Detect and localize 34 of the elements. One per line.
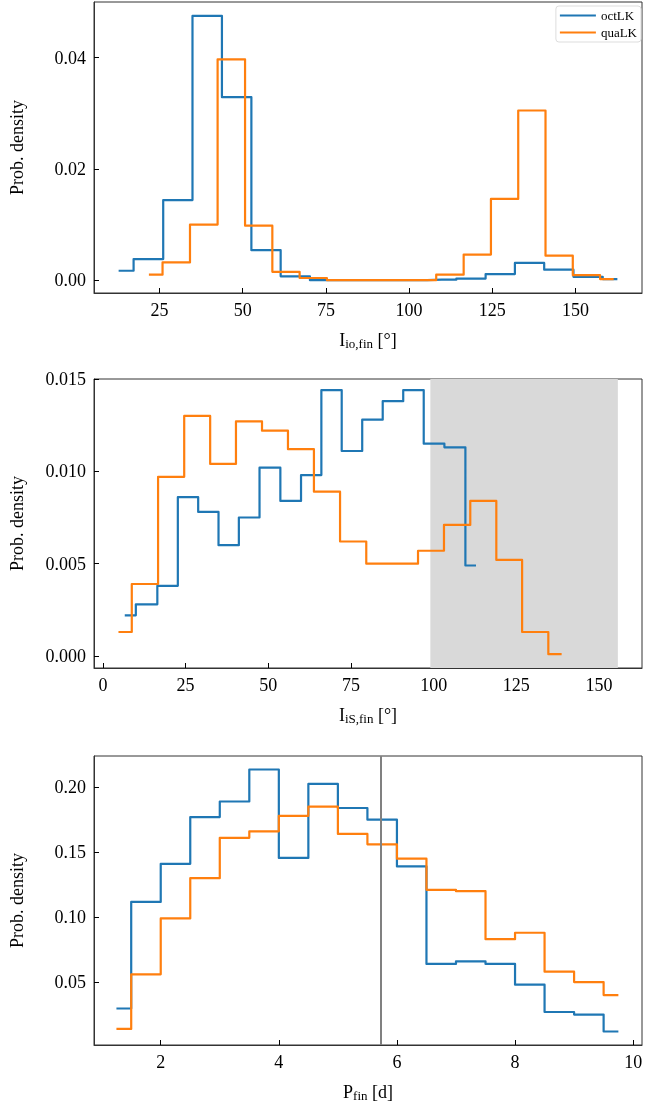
x-tick-label: 4 (274, 1052, 284, 1072)
x-tick-label: 25 (150, 300, 169, 320)
y-tick-label: 0.000 (45, 646, 86, 666)
y-tick-label: 0.015 (45, 369, 86, 389)
legend-label: quaLK (600, 25, 638, 40)
x-tick-label: 25 (176, 675, 195, 695)
x-tick-label: 125 (478, 300, 506, 320)
x-tick-label: 50 (233, 300, 252, 320)
x-tick-label: 150 (585, 675, 613, 695)
x-tick-label: 75 (341, 675, 360, 695)
x-tick-label: 150 (561, 300, 589, 320)
x-tick-label: 100 (420, 675, 448, 695)
y-tick-label: 0.010 (45, 461, 86, 482)
y-tick-label: 0.00 (54, 270, 86, 291)
x-tick-label: 50 (259, 675, 278, 695)
y-tick-label: 0.10 (54, 907, 86, 928)
x-tick-label: 10 (624, 1052, 643, 1072)
x-tick-label: 8 (510, 1052, 520, 1072)
y-tick-label: 0.02 (54, 158, 86, 179)
y-tick-label: 0.05 (54, 972, 86, 993)
legend-label: octLK (600, 8, 635, 23)
x-tick-label: 125 (502, 675, 530, 695)
y-axis-title: Prob. density (7, 475, 27, 572)
x-tick-label: 75 (316, 300, 335, 320)
x-tick-label: 2 (156, 1052, 166, 1072)
y-tick-label: 0.04 (54, 47, 86, 68)
y-axis-title: Prob. density (7, 852, 27, 949)
y-tick-label: 0.20 (54, 777, 86, 798)
y-axis-title: Prob. density (7, 99, 27, 196)
y-tick-label: 0.15 (54, 842, 86, 863)
x-tick-label: 6 (392, 1052, 402, 1072)
y-tick-label: 0.005 (45, 553, 86, 574)
x-tick-label: 0 (98, 675, 108, 695)
x-tick-label: 100 (395, 300, 423, 320)
